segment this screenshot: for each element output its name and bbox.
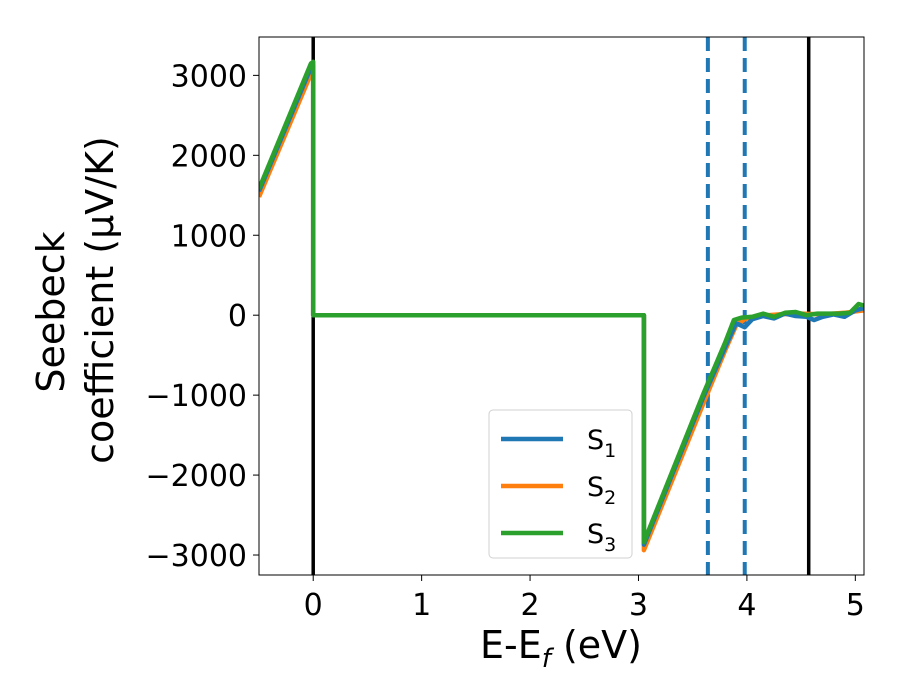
plot-frame [258, 36, 865, 576]
y-tick-label: −1000 [146, 379, 247, 414]
x-tick-label: 4 [737, 588, 756, 623]
y-axis-label-line1: Seebeck [29, 231, 73, 392]
x-axis-ticks: 0 1 2 3 4 5 [304, 575, 865, 623]
y-axis-label-line2: coefficient (μV/K) [78, 136, 122, 464]
x-tick-label: 5 [846, 588, 865, 623]
y-tick-label: 2000 [171, 139, 247, 174]
series-line-s3 [259, 59, 864, 545]
x-tick-label: 0 [304, 588, 323, 623]
legend-label-s3: S3 [587, 519, 616, 556]
x-axis-label: E-Ef (eV) [480, 623, 642, 674]
y-tick-label: 3000 [171, 59, 247, 94]
y-tick-label: −2000 [146, 459, 247, 494]
y-tick-label: 0 [228, 299, 247, 334]
series-layer [259, 59, 864, 553]
x-tick-label: 2 [521, 588, 540, 623]
x-tick-label: 1 [412, 588, 431, 623]
y-tick-label: −3000 [146, 539, 247, 574]
y-axis-ticks: −3000 −2000 −1000 0 1000 2000 3000 [146, 59, 259, 574]
x-tick-label: 3 [629, 588, 648, 623]
legend-label-s1: S1 [587, 425, 616, 462]
y-tick-label: 1000 [171, 219, 247, 254]
legend-label-s2: S2 [587, 472, 616, 509]
legend: S1 S2 S3 [488, 409, 633, 559]
